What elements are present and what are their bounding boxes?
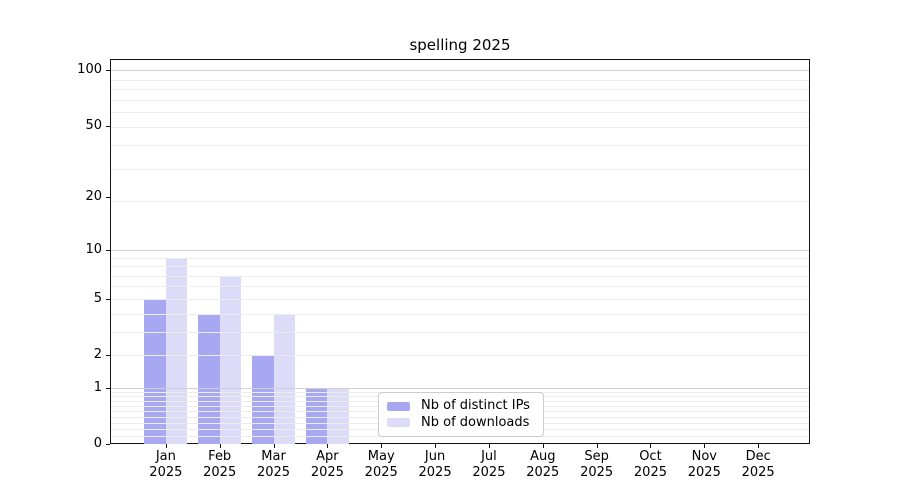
- gridline-minor: [111, 79, 809, 81]
- x-tick: [596, 444, 598, 448]
- bar-downloads: [327, 387, 349, 444]
- bar-downloads: [219, 275, 242, 444]
- gridline-minor: [111, 112, 809, 114]
- y-tick: [106, 444, 110, 445]
- x-tick-label: Aug 2025: [526, 449, 560, 480]
- y-tick-label: 10: [85, 241, 102, 257]
- x-tick: [758, 444, 760, 448]
- x-tick-label: Sep 2025: [580, 449, 614, 480]
- gridline-minor: [111, 99, 809, 101]
- y-tick-label: 0: [93, 436, 102, 451]
- x-tick-label: Feb 2025: [203, 449, 237, 480]
- x-tick-label: Dec 2025: [741, 449, 775, 480]
- y-tick: [106, 387, 110, 389]
- plot-area: [110, 59, 810, 444]
- y-tick: [106, 70, 110, 72]
- x-tick: [542, 444, 544, 448]
- x-tick-label: Jan 2025: [149, 449, 183, 480]
- gridline-minor: [111, 257, 809, 259]
- gridline-minor: [111, 201, 809, 203]
- x-tick: [704, 444, 706, 448]
- legend: Nb of distinct IPs Nb of downloads: [378, 392, 544, 437]
- x-tick: [219, 444, 221, 448]
- y-tick: [106, 355, 110, 357]
- x-tick: [165, 444, 167, 448]
- gridline-minor: [111, 266, 809, 268]
- gridline-minor: [111, 275, 809, 277]
- gridline-major: [111, 249, 809, 251]
- x-tick-label: Jun 2025: [418, 449, 452, 480]
- bar-downloads: [165, 257, 188, 444]
- y-tick-label: 100: [77, 62, 102, 78]
- x-tick: [488, 444, 490, 448]
- y-tick-label: 20: [85, 189, 102, 205]
- bar-downloads: [273, 313, 296, 444]
- y-tick-label: 2: [93, 347, 102, 363]
- x-tick-label: Apr 2025: [310, 449, 344, 480]
- y-tick-label: 50: [85, 117, 102, 133]
- chart-title: spelling 2025: [409, 36, 511, 54]
- legend-item-distinct-ips: Nb of distinct IPs: [387, 398, 535, 414]
- bar-distinct-ips: [144, 298, 166, 444]
- x-tick: [435, 444, 437, 448]
- x-tick: [650, 444, 652, 448]
- gridline-minor: [111, 127, 809, 129]
- legend-swatch-icon: [387, 418, 410, 428]
- y-tick: [106, 125, 110, 127]
- bar-distinct-ips: [252, 355, 274, 444]
- gridline-major: [111, 70, 809, 72]
- gridline-minor: [111, 168, 809, 170]
- x-tick-label: Jul 2025: [472, 449, 506, 480]
- y-tick-label: 1: [93, 379, 102, 395]
- x-tick: [327, 444, 329, 448]
- legend-item-downloads: Nb of downloads: [387, 415, 535, 431]
- x-tick-label: Nov 2025: [687, 449, 721, 480]
- legend-swatch-icon: [387, 401, 410, 411]
- gridline-minor: [111, 298, 809, 300]
- gridline-minor: [111, 286, 809, 288]
- bar-distinct-ips: [198, 313, 220, 444]
- x-tick-label: May 2025: [364, 449, 398, 480]
- legend-label: Nb of downloads: [421, 414, 530, 430]
- legend-label: Nb of distinct IPs: [421, 398, 530, 414]
- y-tick: [106, 197, 110, 199]
- x-tick: [273, 444, 275, 448]
- x-tick: [381, 444, 383, 448]
- gridline-minor: [111, 145, 809, 147]
- x-tick-label: Oct 2025: [633, 449, 667, 480]
- y-tick: [106, 298, 110, 300]
- y-tick-label: 5: [93, 290, 102, 306]
- bar-distinct-ips: [305, 387, 328, 444]
- y-tick: [106, 249, 110, 251]
- x-tick-label: Mar 2025: [256, 449, 291, 480]
- gridline-minor: [111, 89, 809, 91]
